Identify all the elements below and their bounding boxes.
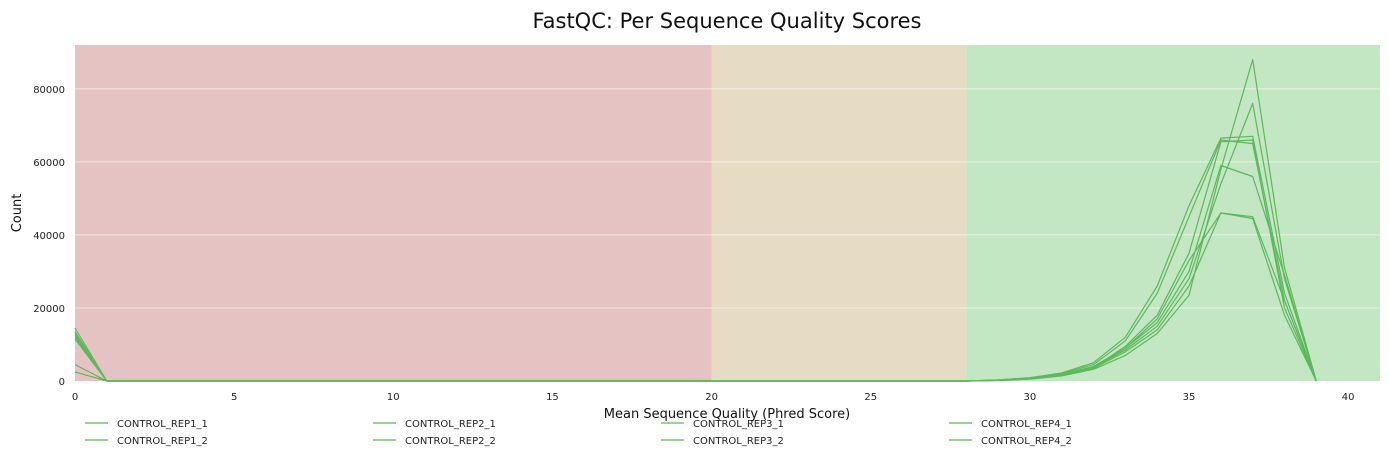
y-tick-label: 20000 [33, 304, 65, 315]
legend: CONTROL_REP1_1 CONTROL_REP1_2 CONTROL_REP2… [85, 419, 1072, 447]
band-ok [711, 45, 967, 381]
legend-item[interactable]: CONTROL_REP4_2 [949, 436, 1072, 447]
legend-item[interactable]: CONTROL_REP2_1 [373, 419, 496, 430]
legend-label: CONTROL_REP3_1 [693, 419, 784, 430]
chart-title: FastQC: Per Sequence Quality Scores [532, 9, 921, 33]
quality-bands [75, 45, 1380, 381]
legend-item[interactable]: CONTROL_REP2_2 [373, 436, 496, 447]
legend-label: CONTROL_REP2_2 [405, 436, 496, 447]
x-tick-label: 10 [387, 392, 400, 403]
legend-item[interactable]: CONTROL_REP4_1 [949, 419, 1072, 430]
legend-item[interactable]: CONTROL_REP1_1 [85, 419, 208, 430]
x-tick-label: 5 [231, 392, 237, 403]
band-good [966, 45, 1380, 381]
legend-label: CONTROL_REP4_2 [981, 436, 1072, 447]
y-tick-label: 40000 [33, 231, 65, 242]
y-axis-label: Count [10, 194, 25, 233]
legend-label: CONTROL_REP2_1 [405, 419, 496, 430]
legend-label: CONTROL_REP4_1 [981, 419, 1072, 430]
series-line [74, 139, 1317, 382]
x-tick-label: 25 [864, 392, 877, 403]
y-tick-label: 80000 [33, 85, 65, 96]
y-tick-labels: 0 20000 40000 60000 80000 [33, 85, 65, 388]
x-tick-label: 15 [546, 392, 559, 403]
y-tick-label: 0 [59, 377, 65, 388]
x-tick-labels: 0 5 10 15 20 25 30 35 40 [72, 392, 1355, 403]
band-poor [75, 45, 712, 381]
x-tick-label: 35 [1183, 392, 1196, 403]
x-axis-label: Mean Sequence Quality (Phred Score) [604, 407, 850, 422]
series-lines [74, 58, 1317, 382]
legend-label: CONTROL_REP3_2 [693, 436, 784, 447]
legend-item[interactable]: CONTROL_REP3_1 [661, 419, 784, 430]
x-tick-label: 30 [1024, 392, 1037, 403]
x-tick-label: 0 [72, 392, 78, 403]
x-tick-label: 40 [1342, 392, 1355, 403]
x-tick-label: 20 [705, 392, 718, 403]
legend-label: CONTROL_REP1_1 [117, 419, 208, 430]
legend-item[interactable]: CONTROL_REP3_2 [661, 436, 784, 447]
y-tick-label: 60000 [33, 158, 65, 169]
legend-item[interactable]: CONTROL_REP1_2 [85, 436, 208, 447]
legend-label: CONTROL_REP1_2 [117, 436, 208, 447]
